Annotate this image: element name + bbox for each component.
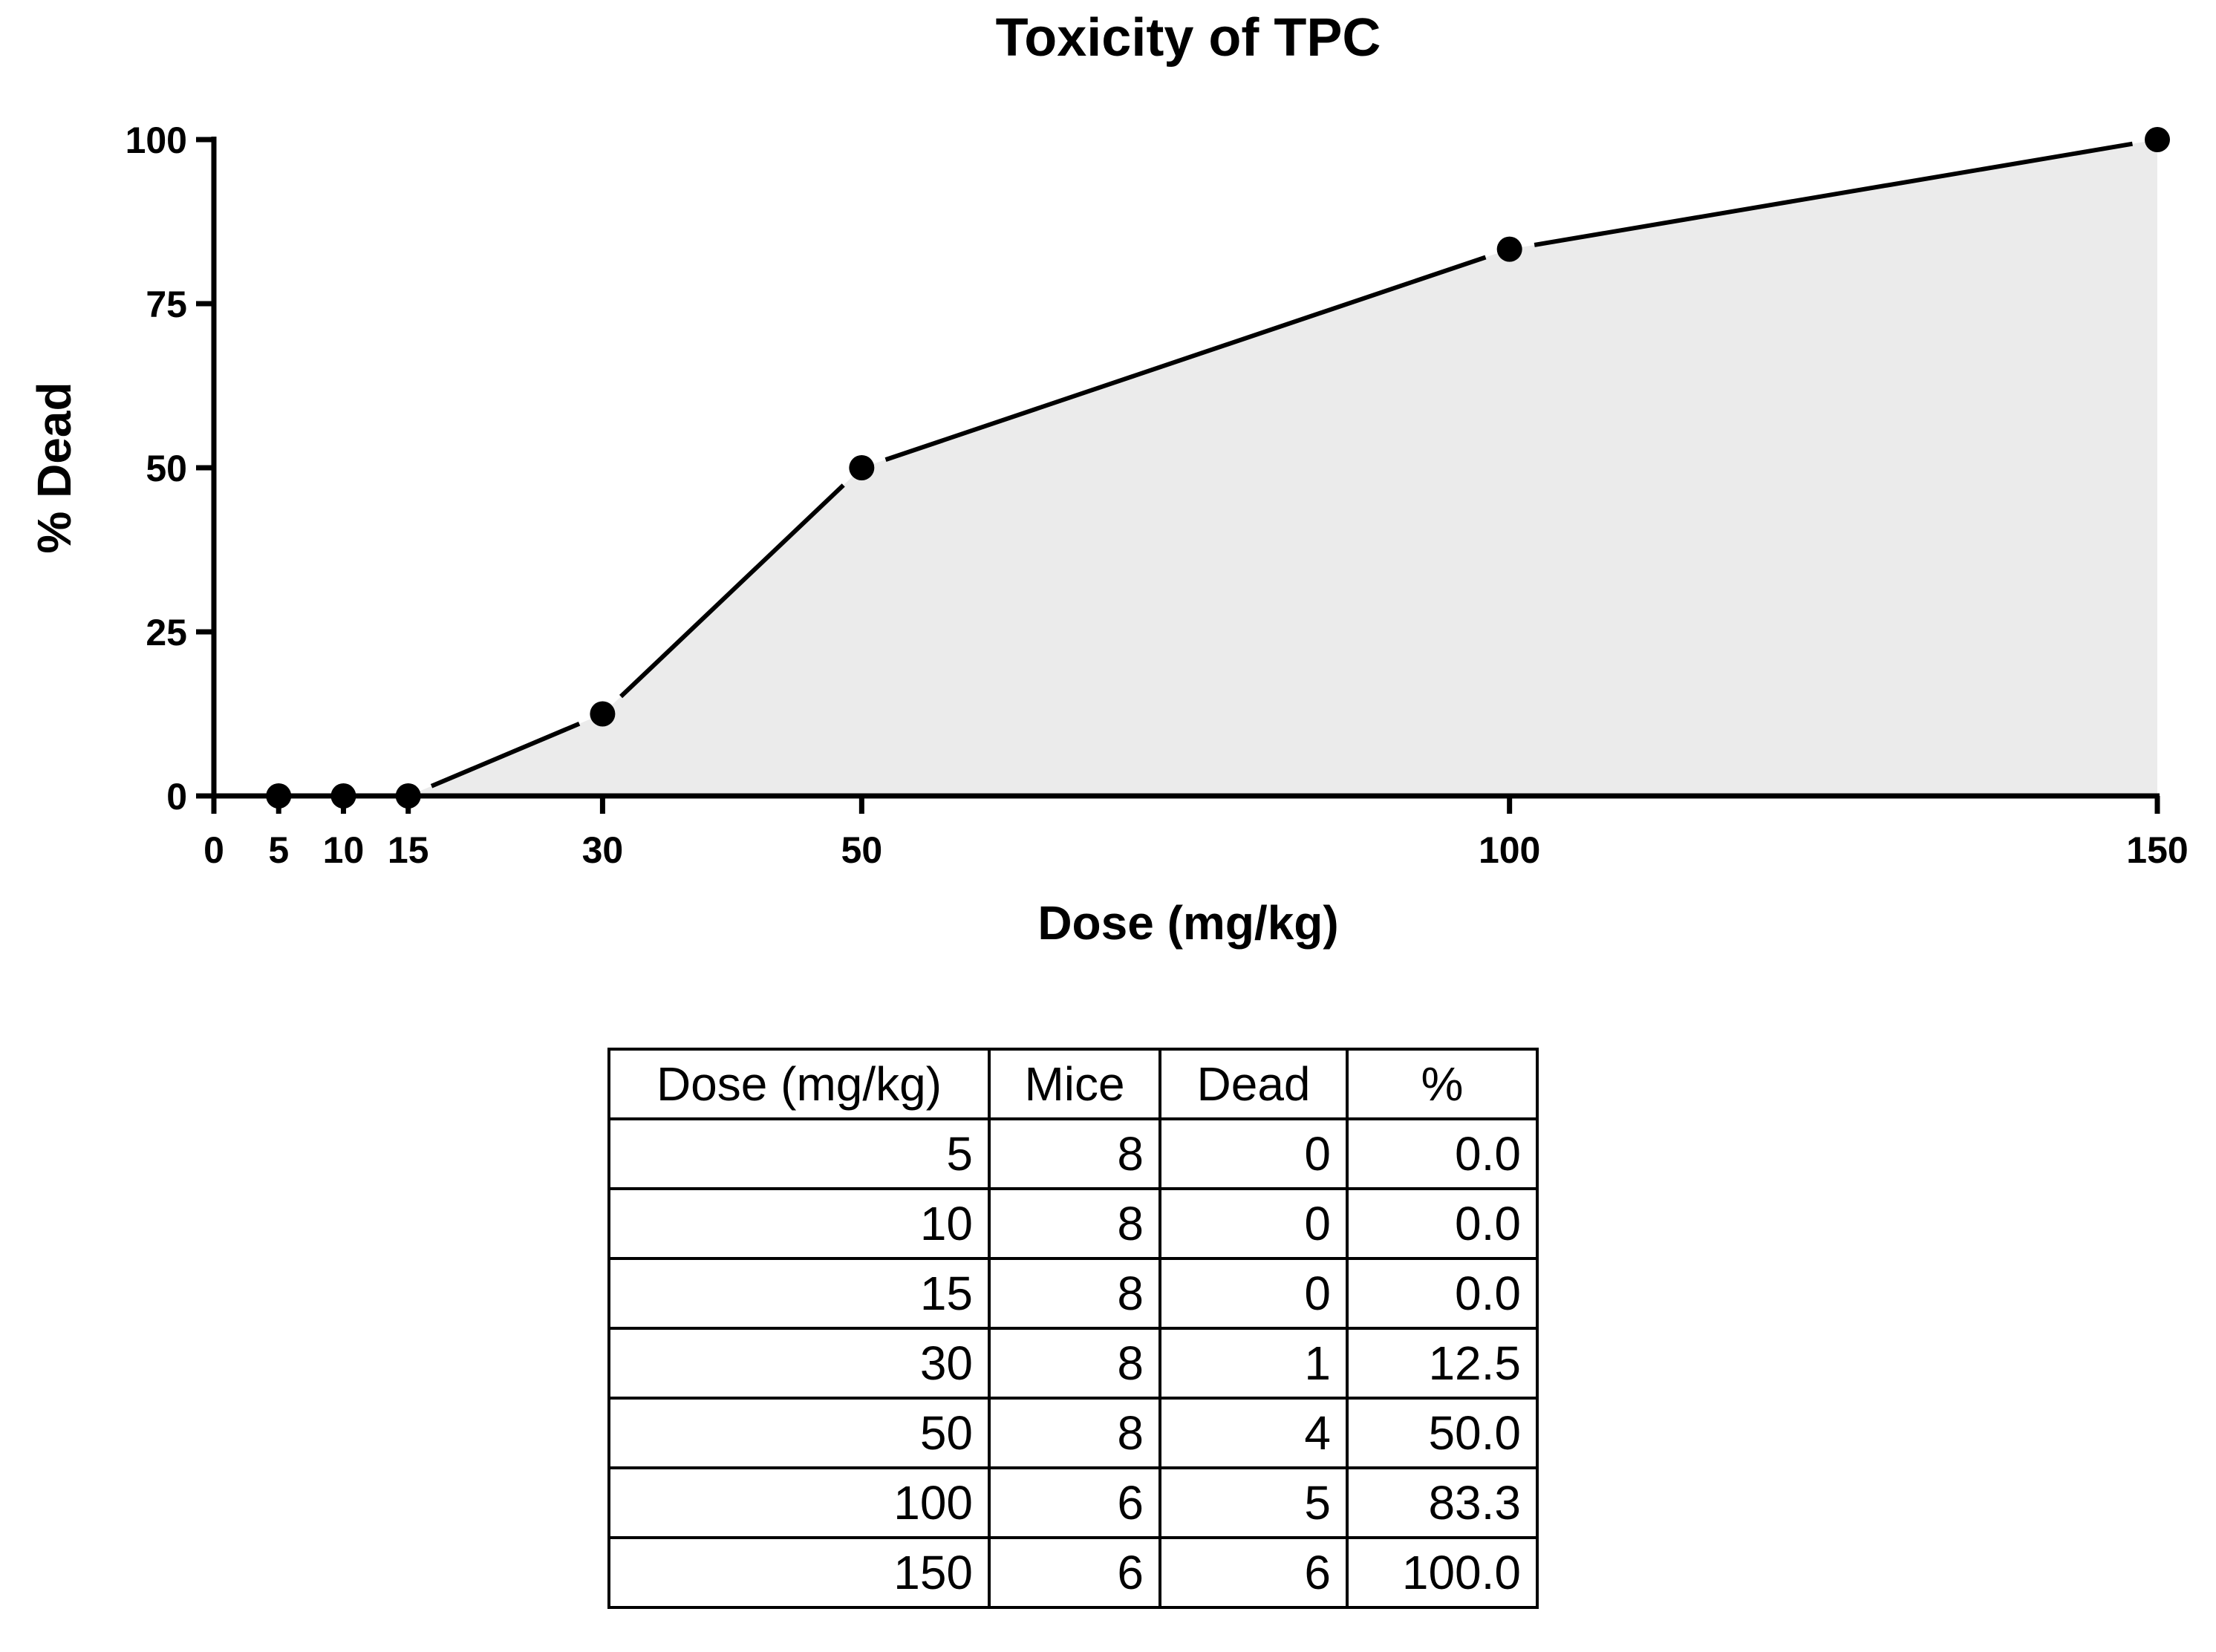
x-tick-label: 150: [2126, 829, 2188, 871]
area-fill: [278, 140, 2157, 796]
dose-response-table: Dose (mg/kg) Mice Dead % 5 8 0 0.0 10 8 …: [607, 1048, 1539, 1609]
series-line-segment: [430, 721, 581, 789]
table-row: 10 8 0 0.0: [607, 1187, 1539, 1260]
cell-mice: 6: [988, 1466, 1161, 1539]
cell-percent: 100.0: [1346, 1536, 1539, 1609]
header-dead: Dead: [1158, 1048, 1349, 1120]
x-tick-label: 0: [203, 829, 224, 871]
data-point: [1496, 236, 1522, 262]
x-tick-label: 50: [841, 829, 883, 871]
y-tick-label: 25: [146, 612, 187, 653]
x-tick-label: 10: [323, 829, 365, 871]
data-point: [590, 701, 616, 727]
cell-dose: 150: [607, 1536, 991, 1609]
cell-dose: 5: [607, 1117, 991, 1190]
y-tick-label: 75: [146, 284, 187, 325]
data-point: [395, 783, 421, 809]
cell-dose: 15: [607, 1257, 991, 1330]
table-row: 30 8 1 12.5: [607, 1327, 1539, 1400]
data-point: [2145, 127, 2170, 152]
table-row: 5 8 0 0.0: [607, 1117, 1539, 1190]
cell-mice: 8: [988, 1117, 1161, 1190]
table-row: 15 8 0 0.0: [607, 1257, 1539, 1330]
x-tick-label: 15: [388, 829, 429, 871]
data-point: [330, 783, 356, 809]
toxicity-chart: 0 25 50 75 100 0 5 10 15 30 50 100 150 Toxicity of TP…: [27, 8, 2189, 950]
cell-mice: 8: [988, 1327, 1161, 1400]
cell-dead: 1: [1158, 1327, 1349, 1400]
table-row: 50 8 4 50.0: [607, 1397, 1539, 1469]
cell-percent: 0.0: [1346, 1117, 1539, 1190]
y-tick-label: 0: [166, 776, 187, 817]
cell-mice: 6: [988, 1536, 1161, 1609]
cell-mice: 8: [988, 1187, 1161, 1260]
cell-percent: 50.0: [1346, 1397, 1539, 1469]
x-tick-label: 100: [1479, 829, 1540, 871]
cell-dead: 4: [1158, 1397, 1349, 1469]
series-line-segment: [884, 255, 1487, 462]
header-mice: Mice: [988, 1048, 1161, 1120]
header-dose: Dose (mg/kg): [607, 1048, 991, 1120]
cell-dead: 6: [1158, 1536, 1349, 1609]
cell-percent: 0.0: [1346, 1257, 1539, 1330]
y-tick-label: 50: [146, 448, 187, 489]
cell-dose: 30: [607, 1327, 991, 1400]
data-point: [266, 783, 292, 809]
cell-percent: 83.3: [1346, 1466, 1539, 1539]
x-tick-label: 30: [582, 829, 624, 871]
header-percent: %: [1346, 1048, 1539, 1120]
series-line-segment: [1534, 141, 2133, 247]
cell-dead: 0: [1158, 1187, 1349, 1260]
x-tick-label: 5: [268, 829, 289, 871]
x-axis-title: Dose (mg/kg): [1037, 896, 1338, 950]
table-row: 150 6 6 100.0: [607, 1536, 1539, 1609]
chart-title: Toxicity of TPC: [996, 8, 1381, 68]
cell-dead: 0: [1158, 1257, 1349, 1330]
series-line-segment: [619, 483, 845, 699]
cell-dose: 100: [607, 1466, 991, 1539]
cell-dead: 5: [1158, 1466, 1349, 1539]
cell-percent: 0.0: [1346, 1187, 1539, 1260]
y-axis-title: % Dead: [27, 382, 81, 553]
cell-percent: 12.5: [1346, 1327, 1539, 1400]
cell-dead: 0: [1158, 1117, 1349, 1190]
table-header-row: Dose (mg/kg) Mice Dead %: [607, 1048, 1539, 1120]
table-row: 100 6 5 83.3: [607, 1466, 1539, 1539]
cell-mice: 8: [988, 1257, 1161, 1330]
cell-mice: 8: [988, 1397, 1161, 1469]
cell-dose: 10: [607, 1187, 991, 1260]
cell-dose: 50: [607, 1397, 991, 1469]
data-point: [849, 455, 875, 480]
y-tick-label: 100: [126, 120, 187, 161]
